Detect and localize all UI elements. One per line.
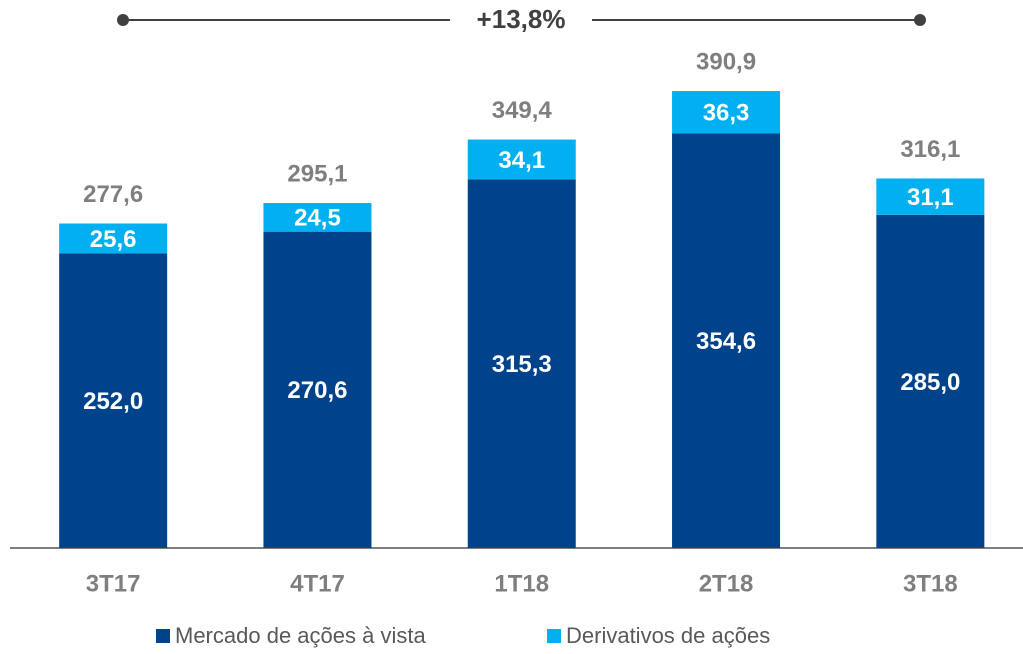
- data-label: 24,5: [294, 205, 341, 232]
- data-label: 285,0: [900, 369, 960, 396]
- data-label: 31,1: [907, 184, 954, 211]
- total-label: 316,1: [900, 136, 960, 163]
- data-label: 36,3: [703, 100, 750, 127]
- data-label: 252,0: [83, 388, 143, 415]
- bar-segment: [467, 139, 576, 180]
- legend-swatch: [547, 629, 561, 643]
- x-tick-label: 4T17: [290, 570, 345, 597]
- legend-swatch: [156, 629, 170, 643]
- data-label: 270,6: [287, 377, 347, 404]
- x-tick-label: 2T18: [699, 570, 754, 597]
- total-label: 277,6: [83, 181, 143, 208]
- bar-segment: [876, 214, 985, 548]
- legend-label: Derivativos de ações: [566, 623, 770, 648]
- x-tick-label: 1T18: [494, 570, 549, 597]
- annotation-dot: [914, 14, 926, 26]
- data-label: 34,1: [498, 147, 545, 174]
- data-label: 25,6: [90, 226, 137, 253]
- data-label: 354,6: [696, 328, 756, 355]
- x-tick-label: 3T18: [903, 570, 958, 597]
- total-label: 349,4: [492, 97, 553, 124]
- bar-segment: [59, 223, 168, 254]
- annotation-dot: [117, 14, 129, 26]
- bar-segment: [467, 179, 576, 548]
- legend-label: Mercado de ações à vista: [175, 623, 426, 648]
- bar-segment: [876, 178, 985, 215]
- bar-segment: [672, 91, 781, 134]
- x-tick-label: 3T17: [86, 570, 141, 597]
- data-label: 315,3: [492, 351, 552, 378]
- bar-segment: [59, 253, 168, 549]
- bar-segment: [263, 203, 372, 232]
- total-label: 390,9: [696, 48, 756, 75]
- bar-segment: [672, 133, 781, 548]
- annotation: +13,8%: [477, 4, 566, 34]
- bar-segment: [263, 231, 372, 549]
- total-label: 295,1: [287, 160, 347, 187]
